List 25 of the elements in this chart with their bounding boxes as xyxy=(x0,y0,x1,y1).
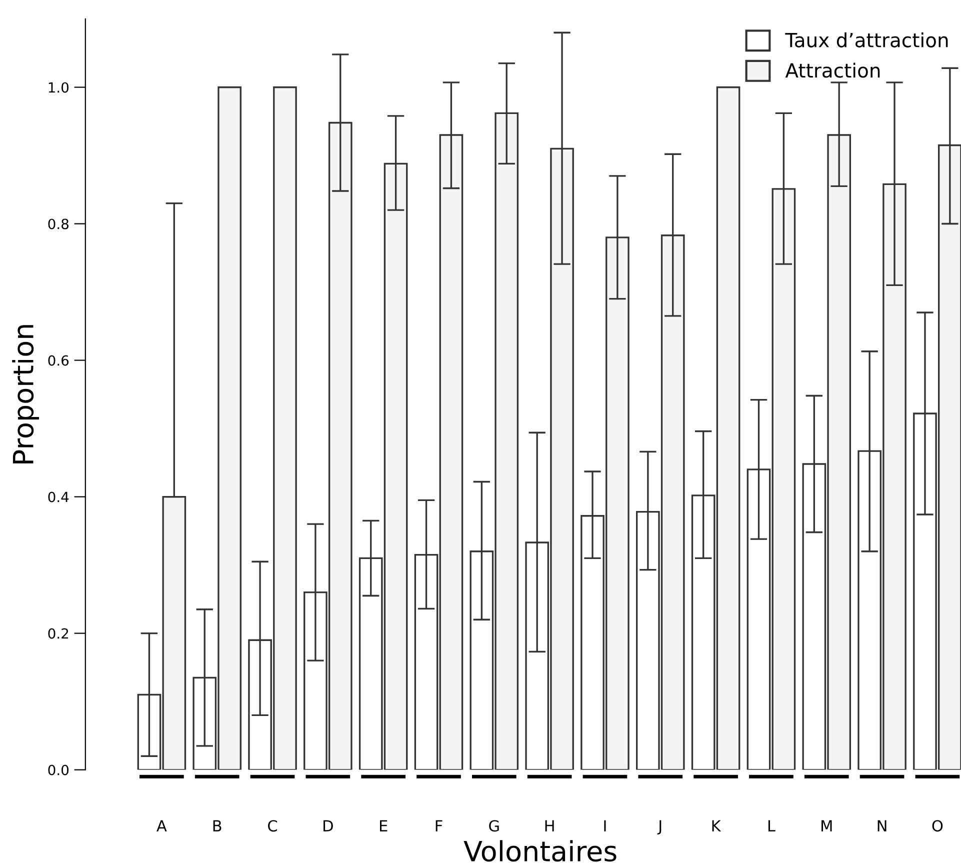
x-tick-label: G xyxy=(489,820,499,832)
y-tick-label: 0.8 xyxy=(48,218,68,230)
x-tick-label: A xyxy=(156,820,167,832)
y-tick-label: 0.0 xyxy=(48,764,69,776)
x-tick-label: O xyxy=(932,820,943,832)
x-tick-label: D xyxy=(324,820,333,832)
y-tick-label: 1.0 xyxy=(48,82,69,93)
legend-label: Taux d’attraction xyxy=(785,32,948,48)
x-tick-label: I xyxy=(604,820,606,832)
x-axis-title: Volontaires xyxy=(464,840,616,862)
y-axis-title: Proportion xyxy=(12,325,40,464)
x-tick-label: C xyxy=(268,820,278,832)
legend-label: Attraction xyxy=(785,62,880,78)
x-tick-label: B xyxy=(213,820,222,832)
x-tick-label: F xyxy=(436,820,442,832)
y-tick-label: 0.6 xyxy=(48,355,69,366)
x-tick-label: N xyxy=(878,820,886,832)
x-tick-label: M xyxy=(822,820,832,832)
x-tick-label: K xyxy=(712,820,722,832)
y-tick-label: 0.2 xyxy=(48,628,68,639)
x-tick-label: J xyxy=(657,820,662,834)
x-tick-label: L xyxy=(768,820,776,832)
x-tick-label: E xyxy=(380,820,388,832)
y-tick-label: 0.4 xyxy=(48,492,69,502)
x-tick-label: H xyxy=(545,820,554,832)
